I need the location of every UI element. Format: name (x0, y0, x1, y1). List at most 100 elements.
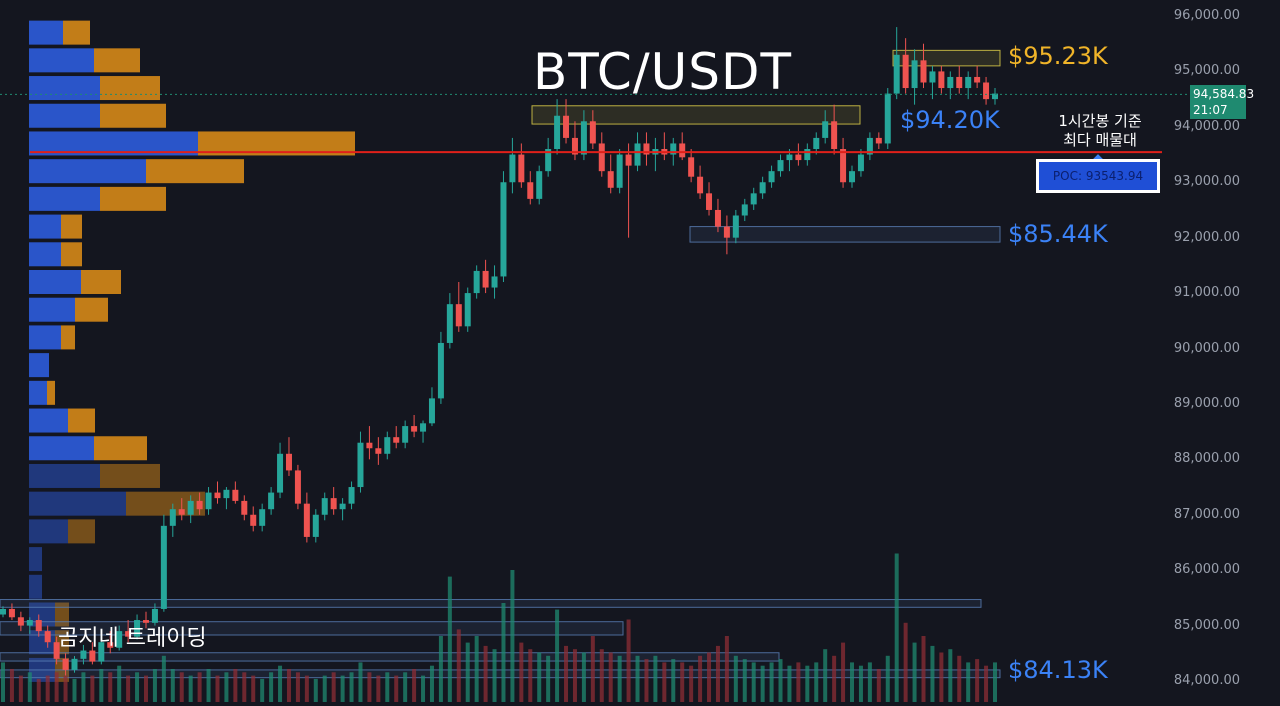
candle-body-9 (80, 650, 87, 659)
candle-body-79 (706, 193, 713, 210)
volume-bar-65 (581, 652, 586, 702)
volume-bar-63 (564, 645, 569, 702)
candle-body-35 (312, 514, 319, 537)
candle-body-66 (589, 121, 596, 144)
volume-bar-93 (832, 655, 837, 702)
volume-bar-101 (903, 622, 908, 702)
zone-2 (689, 226, 1001, 243)
candle-body-71 (634, 143, 641, 166)
volume-bar-18 (161, 655, 166, 702)
poc-label-box: POC: 93543.94 (1036, 159, 1160, 193)
volume-profile-buy-5 (29, 159, 146, 184)
candle-body-91 (813, 137, 820, 149)
volume-bar-104 (930, 645, 935, 702)
volume-profile-sell-7 (61, 214, 82, 239)
candle-body-32 (285, 453, 292, 471)
candle-body-88 (786, 154, 793, 161)
volume-bar-86 (769, 662, 774, 702)
candle-body-106 (947, 76, 954, 89)
candle-body-61 (545, 149, 552, 172)
poc-pointer (1092, 154, 1104, 161)
volume-bar-1 (9, 669, 14, 702)
candle-body-12 (107, 642, 114, 648)
volume-bar-105 (939, 652, 944, 702)
zone-6 (0, 669, 1001, 679)
candle-body-20 (178, 509, 185, 515)
volume-bar-8 (72, 678, 77, 702)
volume-bar-30 (269, 672, 274, 702)
volume-bar-97 (867, 662, 872, 702)
volume-profile-sell-1 (94, 48, 140, 73)
volume-bar-61 (546, 655, 551, 702)
candle-body-87 (777, 160, 784, 172)
candle-body-21 (187, 500, 194, 515)
volume-profile-buy-9 (29, 270, 81, 294)
volume-bar-11 (99, 669, 104, 702)
candle-body-22 (196, 500, 203, 510)
volume-bar-38 (340, 675, 345, 702)
volume-bar-87 (778, 659, 783, 702)
candle-body-49 (437, 342, 444, 399)
candle-body-56 (500, 182, 507, 277)
volume-bar-40 (358, 662, 363, 702)
volume-bar-36 (322, 675, 327, 702)
volume-profile-buy-19 (29, 547, 42, 572)
volume-bar-80 (715, 645, 720, 702)
volume-bar-10 (90, 675, 95, 702)
candle-body-0 (0, 608, 6, 615)
candle-body-25 (223, 489, 230, 499)
volume-profile-sell-16 (100, 463, 160, 488)
candle-body-13 (116, 631, 123, 648)
volume-bar-48 (429, 665, 434, 702)
bar-countdown: 21:07 (1193, 103, 1228, 117)
candle-body-47 (420, 423, 427, 432)
candle-body-62 (554, 115, 561, 149)
volume-profile-sell-2 (100, 76, 160, 101)
candle-body-29 (259, 509, 266, 526)
candle-body-2 (17, 617, 24, 626)
volume-profile-buy-17 (29, 491, 126, 516)
volume-bar-0 (1, 662, 5, 702)
volume-bar-68 (608, 652, 613, 702)
y-tick-label: 95,000.00 (1173, 63, 1240, 79)
volume-bar-96 (858, 665, 863, 702)
volume-profile-sell-18 (68, 519, 95, 544)
volume-bar-95 (850, 662, 855, 702)
volume-profile-buy-13 (29, 380, 47, 405)
volume-bar-51 (456, 629, 461, 702)
candle-body-54 (482, 270, 489, 288)
volume-bar-103 (921, 636, 926, 702)
candle-body-8 (71, 658, 78, 670)
volume-bar-12 (108, 672, 113, 702)
candle-body-34 (303, 503, 310, 537)
volume-bar-54 (483, 645, 488, 702)
volume-bar-83 (742, 659, 747, 702)
volume-profile-buy-20 (29, 574, 42, 599)
volume-bar-43 (385, 672, 390, 702)
volume-bar-73 (653, 655, 658, 702)
volume-profile-buy-18 (29, 519, 68, 544)
candle-body-55 (491, 276, 498, 288)
y-tick-label: 92,000.00 (1173, 229, 1240, 245)
volume-profile-buy-15 (29, 436, 94, 461)
y-tick-label: 89,000.00 (1173, 395, 1240, 411)
volume-bar-3 (27, 672, 32, 702)
volume-bar-37 (331, 672, 336, 702)
y-tick-label: 85,000.00 (1173, 617, 1240, 633)
volume-bar-111 (993, 662, 997, 702)
y-tick-label: 90,000.00 (1173, 340, 1240, 356)
candle-body-109 (974, 76, 981, 83)
volume-bar-41 (367, 672, 372, 702)
candle-body-89 (795, 154, 802, 161)
candle-body-41 (366, 442, 373, 449)
volume-bar-70 (626, 619, 631, 702)
volume-profile-buy-12 (29, 353, 49, 378)
candle-body-39 (348, 487, 355, 504)
candle-body-92 (822, 121, 829, 138)
candle-body-26 (232, 489, 239, 501)
candle-body-85 (759, 182, 766, 194)
candle-body-102 (911, 60, 918, 89)
candle-body-81 (723, 226, 730, 238)
candle-body-1 (8, 608, 15, 618)
